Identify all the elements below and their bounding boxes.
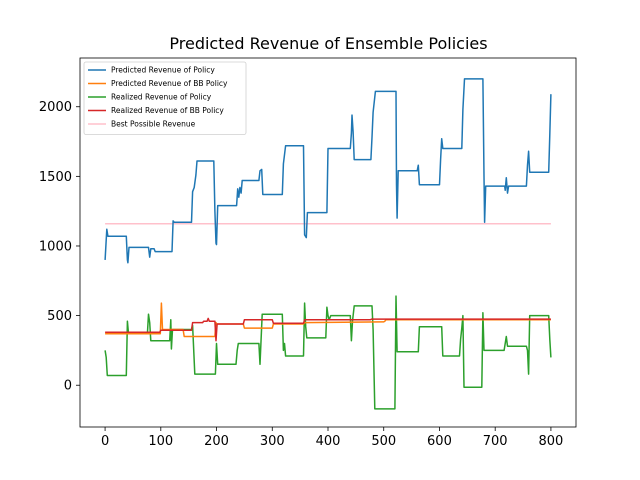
chart-title: Predicted Revenue of Ensemble Policies bbox=[169, 34, 487, 53]
x-tick-label: 400 bbox=[316, 434, 341, 449]
series-line-3 bbox=[105, 317, 551, 342]
y-axis: 0 500 1000 1500 2000 bbox=[39, 100, 80, 394]
y-tick-label: 0 bbox=[64, 379, 72, 394]
x-tick-label: 800 bbox=[539, 434, 564, 449]
y-tick-label: 2000 bbox=[39, 100, 72, 115]
legend-label: Realized Revenue of BB Policy bbox=[111, 106, 224, 115]
series-line-2 bbox=[104, 295, 552, 410]
legend: Predicted Revenue of Policy Predicted Rev… bbox=[83, 61, 247, 135]
legend-label: Predicted Revenue of BB Policy bbox=[111, 79, 228, 88]
legend-label: Realized Revenue of Policy bbox=[111, 93, 212, 102]
x-tick-label: 300 bbox=[260, 434, 285, 449]
x-tick-label: 600 bbox=[427, 434, 452, 449]
x-tick-label: 500 bbox=[371, 434, 396, 449]
y-tick-label: 1000 bbox=[39, 239, 72, 254]
x-tick-label: 700 bbox=[483, 434, 508, 449]
x-tick-label: 0 bbox=[101, 434, 109, 449]
y-tick-label: 500 bbox=[47, 309, 72, 324]
x-tick-label: 200 bbox=[204, 434, 229, 449]
legend-label: Predicted Revenue of Policy bbox=[111, 66, 215, 75]
legend-label: Best Possible Revenue bbox=[111, 120, 196, 129]
y-tick-label: 1500 bbox=[39, 170, 72, 185]
legend-box bbox=[83, 61, 247, 135]
x-axis: 0 100 200 300 400 500 600 700 800 bbox=[101, 427, 563, 449]
series-layer bbox=[104, 78, 552, 410]
series-line-0 bbox=[104, 78, 552, 264]
x-tick-label: 100 bbox=[148, 434, 173, 449]
